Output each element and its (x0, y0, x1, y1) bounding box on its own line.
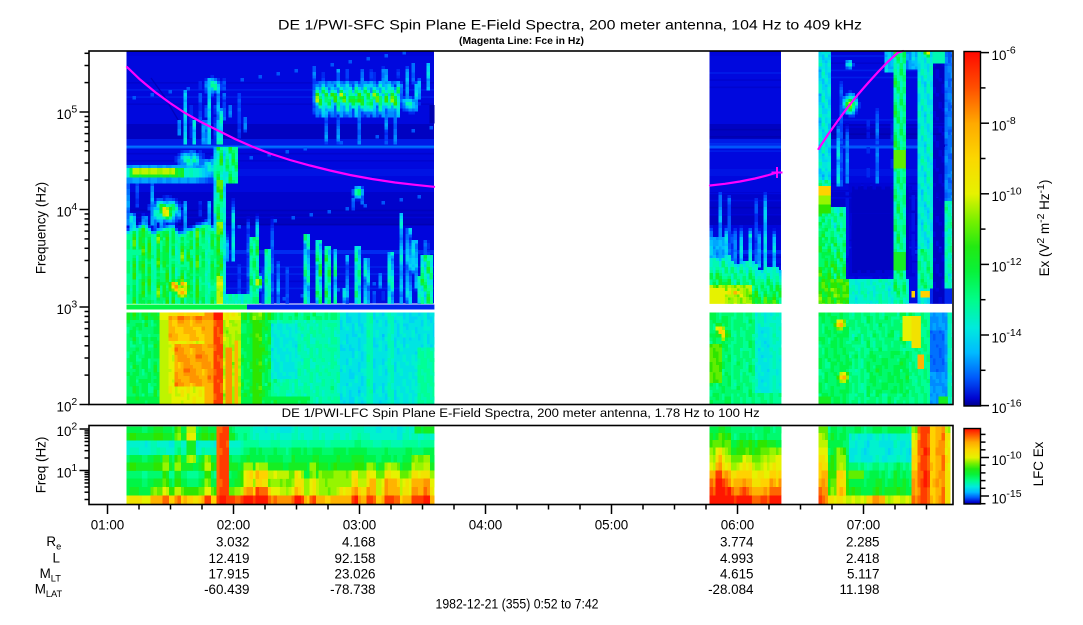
svg-text:L: L (53, 550, 60, 565)
svg-text:1982-12-21 (355) 0:52 to 7:42: 1982-12-21 (355) 0:52 to 7:42 (436, 597, 599, 612)
svg-text:02:00: 02:00 (217, 518, 251, 533)
svg-text:06:00: 06:00 (721, 518, 755, 533)
svg-text:11.198: 11.198 (840, 582, 880, 597)
svg-text:-60.439: -60.439 (204, 582, 249, 597)
svg-text:DE 1/PWI-SFC Spin Plane E-Fie: DE 1/PWI-SFC Spin Plane E-Field Spectra,… (278, 18, 862, 33)
svg-text:Frequency (Hz): Frequency (Hz) (34, 182, 49, 274)
svg-text:3.032: 3.032 (216, 534, 250, 549)
svg-text:92.158: 92.158 (335, 551, 376, 566)
svg-text:17.915: 17.915 (209, 566, 250, 581)
svg-text:04:00: 04:00 (469, 518, 503, 533)
svg-text:07:00: 07:00 (847, 518, 881, 533)
svg-text:-28.084: -28.084 (708, 582, 754, 597)
svg-text:-78.738: -78.738 (330, 582, 375, 597)
svg-text:23.026: 23.026 (335, 566, 376, 581)
svg-text:12.419: 12.419 (209, 551, 250, 566)
svg-text:Freq (Hz): Freq (Hz) (34, 437, 49, 494)
svg-text:03:00: 03:00 (343, 518, 377, 533)
svg-text:4.615: 4.615 (720, 566, 754, 581)
svg-text:4.168: 4.168 (342, 534, 376, 549)
svg-text:2.285: 2.285 (846, 534, 880, 549)
svg-text:5.117: 5.117 (847, 566, 880, 581)
svg-text:05:00: 05:00 (595, 518, 629, 533)
svg-text:(Magenta Line: Fce in Hz): (Magenta Line: Fce in Hz) (459, 36, 584, 47)
svg-text:4.993: 4.993 (720, 551, 754, 566)
svg-text:Ex (V2 m-2 Hz-1): Ex (V2 m-2 Hz-1) (1035, 180, 1052, 277)
svg-text:LFC Ex: LFC Ex (1031, 441, 1046, 486)
svg-text:01:00: 01:00 (91, 518, 125, 533)
svg-text:3.774: 3.774 (720, 534, 754, 549)
svg-text:2.418: 2.418 (846, 551, 880, 566)
svg-text:DE 1/PWI-LFC Spin Plane E-Fie: DE 1/PWI-LFC Spin Plane E-Field Spectra,… (282, 406, 760, 420)
